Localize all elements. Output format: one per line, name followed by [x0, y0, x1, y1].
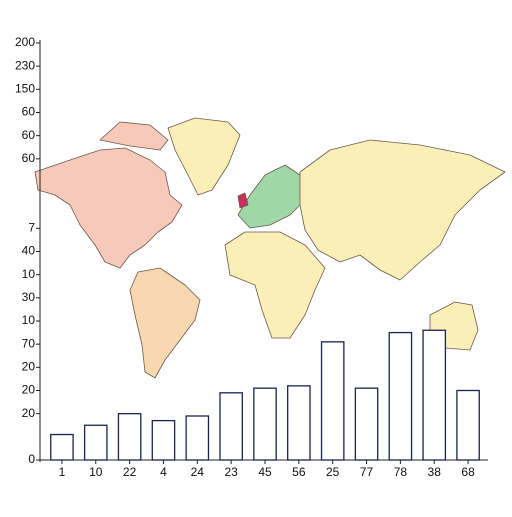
- north-america: [34, 147, 183, 269]
- bar: [388, 331, 413, 461]
- bar: [185, 415, 210, 461]
- y-tick-label: 20: [22, 383, 36, 397]
- south-america: [129, 267, 201, 379]
- asia: [299, 139, 506, 281]
- y-tick-label: 150: [15, 82, 35, 96]
- greenland: [167, 117, 241, 196]
- y-tick-label: 20: [22, 360, 36, 374]
- x-tick-label: 22: [123, 465, 137, 479]
- x-tick-label: 10: [89, 465, 103, 479]
- y-tick-label: 200: [15, 35, 35, 49]
- x-tick-label: 1: [59, 465, 66, 479]
- x-tick-label: 77: [360, 465, 374, 479]
- y-tick-label: 60: [22, 128, 36, 142]
- y-tick-label: 0: [28, 452, 35, 466]
- bar: [83, 424, 108, 461]
- arctic-islands: [99, 121, 169, 151]
- y-tick-label: 10: [22, 313, 36, 327]
- x-tick-label: 78: [394, 465, 408, 479]
- bar: [287, 385, 311, 461]
- x-tick-label: 56: [292, 465, 306, 479]
- x-tick-label: 38: [428, 465, 442, 479]
- y-tick-label: 10: [22, 267, 36, 281]
- y-tick-label: 230: [15, 58, 35, 72]
- y-tick-label: 20: [22, 406, 36, 420]
- x-tick-label: 23: [224, 465, 238, 479]
- bar: [117, 413, 142, 461]
- uk: [237, 192, 249, 209]
- bar: [50, 433, 74, 461]
- y-tick-label: 60: [22, 105, 36, 119]
- bar: [219, 392, 243, 461]
- y-tick-label: 7: [28, 221, 35, 235]
- x-tick-label: 24: [191, 465, 205, 479]
- bar: [456, 389, 480, 461]
- x-tick-label: 68: [461, 465, 475, 479]
- bar: [422, 329, 447, 461]
- y-tick-label: 60: [22, 151, 36, 165]
- world-map: [34, 117, 506, 379]
- bar: [320, 341, 345, 461]
- bar: [151, 419, 176, 461]
- y-tick-label: 40: [22, 244, 36, 258]
- x-tick-label: 4: [160, 465, 167, 479]
- x-tick-label: 25: [326, 465, 340, 479]
- y-tick-label: 30: [22, 290, 36, 304]
- bar: [354, 387, 379, 461]
- x-tick-label: 45: [258, 465, 272, 479]
- bar: [253, 387, 277, 461]
- europe: [237, 164, 306, 229]
- y-tick-label: 70: [22, 336, 36, 350]
- africa: [224, 231, 326, 339]
